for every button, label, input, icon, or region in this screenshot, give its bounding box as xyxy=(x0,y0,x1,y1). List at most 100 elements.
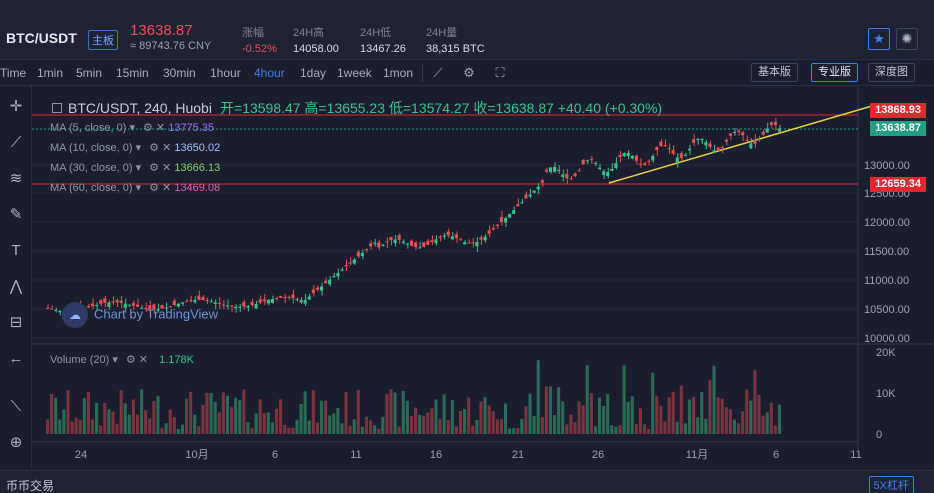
settings-icon[interactable]: ✺ xyxy=(896,28,918,50)
candle xyxy=(450,236,454,240)
ohlc-line: 开=13598.47 高=13655.23 低=13574.27 收=13638… xyxy=(219,100,663,116)
time-axis-label: 26 xyxy=(592,449,604,461)
crosshair-icon[interactable]: ✛ xyxy=(9,98,23,115)
candle xyxy=(119,300,123,303)
volume-bar xyxy=(287,427,291,434)
volume-bar xyxy=(585,365,589,434)
volume-bar xyxy=(58,419,62,434)
zoom-icon[interactable]: ⊕ xyxy=(9,434,23,451)
volume-bar xyxy=(712,365,716,434)
volume-bar xyxy=(520,418,524,434)
volume-bar xyxy=(414,407,418,434)
volume-bar xyxy=(234,397,238,434)
arrow-left-icon[interactable]: ← xyxy=(8,350,24,367)
leverage-badge[interactable]: 5X杠杆 xyxy=(868,476,914,493)
candle xyxy=(250,302,254,306)
mode-depth-button[interactable]: 深度图 xyxy=(868,63,915,82)
trendline-icon[interactable]: ⟋ xyxy=(10,134,22,151)
star-icon[interactable]: ★ xyxy=(868,28,890,50)
cny-price: ≈ 89743.76 CNY xyxy=(130,40,212,52)
candle xyxy=(732,131,737,133)
volume-bar xyxy=(315,422,319,434)
ma30-legend[interactable]: MA (30, close, 0) ▾ ⚙ ✕ 13666.13 xyxy=(50,162,221,174)
time-axis-label: 10月 xyxy=(185,449,208,461)
mode-pro-button[interactable]: 专业版 xyxy=(811,63,858,82)
interval-1min[interactable]: 1min xyxy=(37,66,64,80)
candle xyxy=(364,249,369,251)
candle xyxy=(213,302,217,304)
chart-settings-icon[interactable]: ⚙ xyxy=(463,65,475,80)
time-axis-label: 16 xyxy=(430,449,442,461)
interval-1hour[interactable]: 1hour xyxy=(210,66,241,80)
candle xyxy=(434,239,438,244)
candle xyxy=(708,143,712,147)
volume-bar xyxy=(696,417,700,434)
candle xyxy=(724,139,728,142)
candle xyxy=(483,236,487,241)
volume-bar xyxy=(332,413,336,434)
interval-1mon[interactable]: 1mon xyxy=(383,66,414,80)
text-icon[interactable]: T xyxy=(11,242,21,259)
volume-bar xyxy=(573,422,577,434)
fullscreen-icon[interactable]: ⛶ xyxy=(495,65,505,80)
measure-icon[interactable]: ⊟ xyxy=(9,314,23,331)
volume-bar xyxy=(344,392,348,434)
candle xyxy=(581,159,585,165)
mode-basic-button[interactable]: 基本版 xyxy=(751,63,798,82)
interval-30min[interactable]: 30min xyxy=(163,66,196,80)
candle xyxy=(499,216,503,222)
candle xyxy=(176,303,180,307)
collapse-icon[interactable] xyxy=(52,103,62,113)
volume-bar xyxy=(185,398,189,434)
volume-bar xyxy=(381,416,385,434)
volume-bar xyxy=(123,403,127,434)
candle xyxy=(749,143,753,149)
pair-title[interactable]: BTC/USDT xyxy=(6,30,77,46)
volume-bar xyxy=(319,400,324,434)
candle xyxy=(716,147,720,151)
volume-bar xyxy=(274,408,279,434)
ruler-icon[interactable]: ⟍ xyxy=(10,398,22,415)
candle xyxy=(663,145,667,147)
brush-icon[interactable]: ✎ xyxy=(9,206,23,223)
pattern-icon[interactable]: ⋀ xyxy=(9,278,23,295)
candle xyxy=(487,230,491,234)
ma5-legend[interactable]: MA (5, close, 0) ▾ ⚙ ✕ 13775.35 xyxy=(50,122,215,134)
interval-15min[interactable]: 15min xyxy=(116,66,149,80)
volume-bar xyxy=(82,398,86,434)
volume-bar xyxy=(422,415,426,434)
candle xyxy=(638,163,642,165)
interval-1day[interactable]: 1day xyxy=(300,66,327,80)
ma10-legend[interactable]: MA (10, close, 0) ▾ ⚙ ✕ 13650.02 xyxy=(50,142,221,154)
candle xyxy=(46,307,50,309)
volume-bar xyxy=(610,425,614,434)
volume-bar xyxy=(430,408,434,434)
volume-bar xyxy=(622,365,626,434)
volume-bar xyxy=(773,425,777,434)
candle xyxy=(687,148,692,151)
candle xyxy=(647,160,651,162)
spot-trading-tab[interactable]: 币币交易 xyxy=(6,479,55,493)
volume-bar xyxy=(769,402,773,434)
interval-time[interactable]: Time xyxy=(0,66,27,80)
volume-bar xyxy=(634,424,638,434)
candle xyxy=(634,155,638,161)
candle xyxy=(172,300,176,306)
volume-bar xyxy=(164,423,168,434)
volume-legend[interactable]: Volume (20) ▾ ⚙ ✕ 1.178K xyxy=(50,354,194,366)
volume-bar xyxy=(336,407,340,434)
indicator-icon[interactable]: ⟋ xyxy=(433,65,443,80)
interval-1week[interactable]: 1week xyxy=(337,66,372,80)
candle xyxy=(757,138,761,141)
volume-bar xyxy=(295,419,299,434)
fib-icon[interactable]: ≋ xyxy=(9,170,23,187)
volume-bar xyxy=(307,420,311,434)
interval-4hour[interactable]: 4hour xyxy=(254,66,285,80)
candle xyxy=(671,149,675,154)
interval-5min[interactable]: 5min xyxy=(76,66,103,80)
ma60-legend[interactable]: MA (60, close, 0) ▾ ⚙ ✕ 13469.08 xyxy=(50,182,221,194)
chart-canvas[interactable]: 13000.0012500.0012000.0011500.0011000.00… xyxy=(32,86,934,469)
candle xyxy=(679,153,683,158)
volume-bar xyxy=(581,405,585,434)
price-chart[interactable]: 13000.00 12500.00 12000.00 11500.00 11000.00… xyxy=(32,86,934,469)
